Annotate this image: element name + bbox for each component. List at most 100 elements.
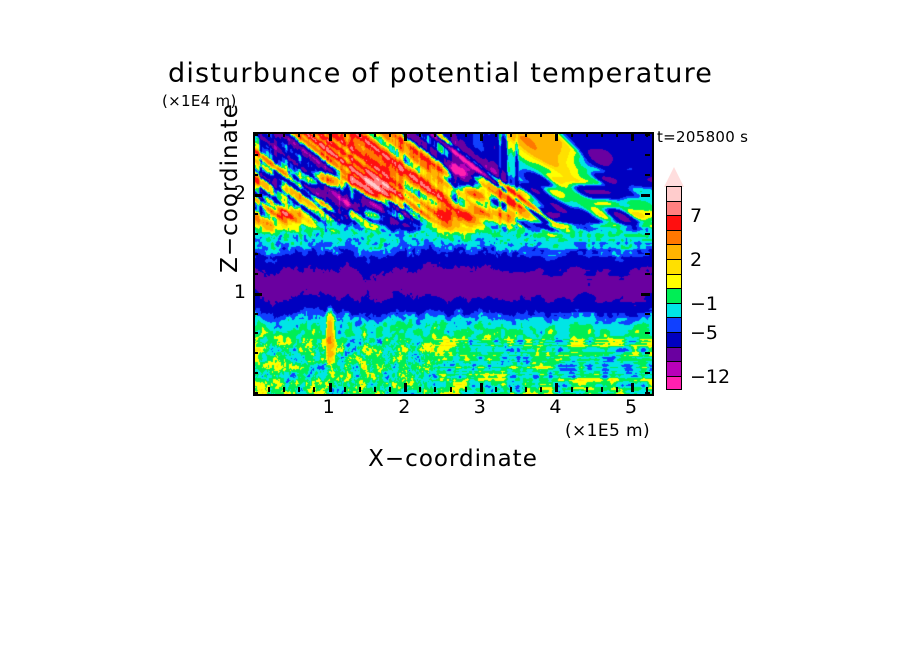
x-minor-tick-top — [600, 132, 603, 137]
x-minor-tick-top — [449, 132, 452, 137]
colorbar-band — [666, 375, 682, 391]
x-minor-tick — [343, 387, 346, 392]
y-major-tick — [253, 292, 262, 296]
x-tick-label: 4 — [549, 396, 562, 418]
y-minor-tick-right — [645, 213, 650, 216]
page-title: disturbunce of potential temperature — [168, 58, 714, 89]
colorbar-band — [666, 244, 682, 259]
y-major-tick-right — [641, 193, 650, 197]
y-minor-tick-right — [645, 312, 650, 315]
y-minor-tick-right — [645, 332, 650, 335]
x-major-tick — [631, 383, 635, 392]
x-minor-tick — [464, 387, 467, 392]
x-minor-tick — [494, 387, 497, 392]
x-minor-tick — [373, 387, 376, 392]
x-major-tick-top — [404, 132, 408, 141]
x-major-tick-top — [631, 132, 635, 141]
x-tick-label: 1 — [322, 396, 335, 418]
colorbar-band — [666, 302, 682, 318]
colorbar-tick-label: −5 — [690, 322, 719, 344]
x-minor-tick — [253, 387, 255, 392]
x-minor-tick — [570, 387, 573, 392]
x-minor-tick-top — [464, 132, 467, 137]
x-major-tick-top — [328, 132, 332, 141]
y-minor-tick — [253, 153, 258, 156]
y-minor-tick-right — [645, 392, 650, 394]
y-minor-tick — [253, 352, 258, 355]
y-minor-tick — [253, 272, 258, 275]
y-minor-tick — [253, 213, 258, 216]
y-minor-tick-right — [645, 253, 650, 256]
y-major-tick-right — [641, 292, 650, 296]
y-axis-title: Z−coordinate — [217, 103, 243, 273]
x-tick-label: 5 — [625, 396, 638, 418]
y-minor-tick — [253, 332, 258, 335]
colorbar-extend-arrow — [664, 167, 684, 187]
x-minor-tick-top — [494, 132, 497, 137]
colorbar-tick-label: −12 — [690, 365, 731, 388]
x-major-tick — [479, 383, 483, 392]
y-tick-label: 1 — [233, 280, 246, 303]
x-minor-tick — [600, 387, 603, 392]
x-major-tick — [404, 383, 408, 392]
x-minor-tick-top — [585, 132, 588, 137]
x-minor-tick — [358, 387, 361, 392]
colorbar-tick-label: 7 — [690, 205, 703, 228]
x-axis-unit-label: (×1E5 m) — [565, 421, 651, 441]
colorbar-band — [666, 317, 682, 332]
x-major-tick-top — [479, 132, 483, 141]
x-minor-tick — [434, 387, 437, 392]
x-tick-label: 3 — [473, 396, 486, 418]
y-minor-tick-right — [645, 352, 650, 355]
x-minor-tick-top — [510, 132, 513, 137]
x-minor-tick — [585, 387, 588, 392]
x-minor-tick — [615, 387, 618, 392]
x-minor-tick — [510, 387, 513, 392]
x-minor-tick-top — [570, 132, 573, 137]
y-minor-tick-right — [645, 372, 650, 375]
y-minor-tick-right — [645, 272, 650, 275]
y-minor-tick — [253, 312, 258, 315]
x-minor-tick — [540, 387, 543, 392]
x-minor-tick — [525, 387, 528, 392]
x-minor-tick-top — [358, 132, 361, 137]
x-minor-tick-top — [540, 132, 543, 137]
colorbar-band — [666, 346, 682, 362]
x-minor-tick-top — [283, 132, 286, 137]
y-axis-unit-label: (×1E4 m) — [162, 92, 237, 110]
colorbar-band — [666, 361, 682, 376]
y-minor-tick — [253, 372, 258, 375]
y-minor-tick — [253, 173, 258, 176]
x-major-tick — [555, 383, 559, 392]
y-tick-label: 2 — [233, 181, 246, 204]
plot-area — [253, 132, 654, 396]
x-minor-tick-top — [373, 132, 376, 137]
colorbar-band — [666, 331, 682, 347]
y-minor-tick-right — [645, 233, 650, 236]
x-major-tick — [328, 383, 332, 392]
time-annotation: t=205800 s — [657, 128, 749, 146]
x-minor-tick-top — [615, 132, 618, 137]
x-minor-tick-top — [389, 132, 392, 137]
x-minor-tick — [298, 387, 301, 392]
x-minor-tick-top — [268, 132, 271, 137]
y-minor-tick — [253, 133, 258, 136]
y-minor-tick — [253, 233, 258, 236]
x-tick-label: 2 — [398, 396, 411, 418]
colorbar-band — [666, 273, 682, 289]
x-minor-tick-top — [313, 132, 316, 137]
x-minor-tick-top — [298, 132, 301, 137]
x-minor-tick-top — [434, 132, 437, 137]
colorbar-band — [666, 229, 682, 245]
y-minor-tick — [253, 253, 258, 256]
x-axis-title: X−coordinate — [368, 446, 538, 472]
x-minor-tick-top — [343, 132, 346, 137]
y-minor-tick-right — [645, 173, 650, 176]
x-minor-tick — [419, 387, 422, 392]
colorbar-tick-label: −1 — [690, 292, 719, 315]
colorbar-tick-label: 2 — [690, 249, 703, 271]
x-minor-tick — [449, 387, 452, 392]
x-minor-tick — [268, 387, 271, 392]
x-minor-tick — [389, 387, 392, 392]
